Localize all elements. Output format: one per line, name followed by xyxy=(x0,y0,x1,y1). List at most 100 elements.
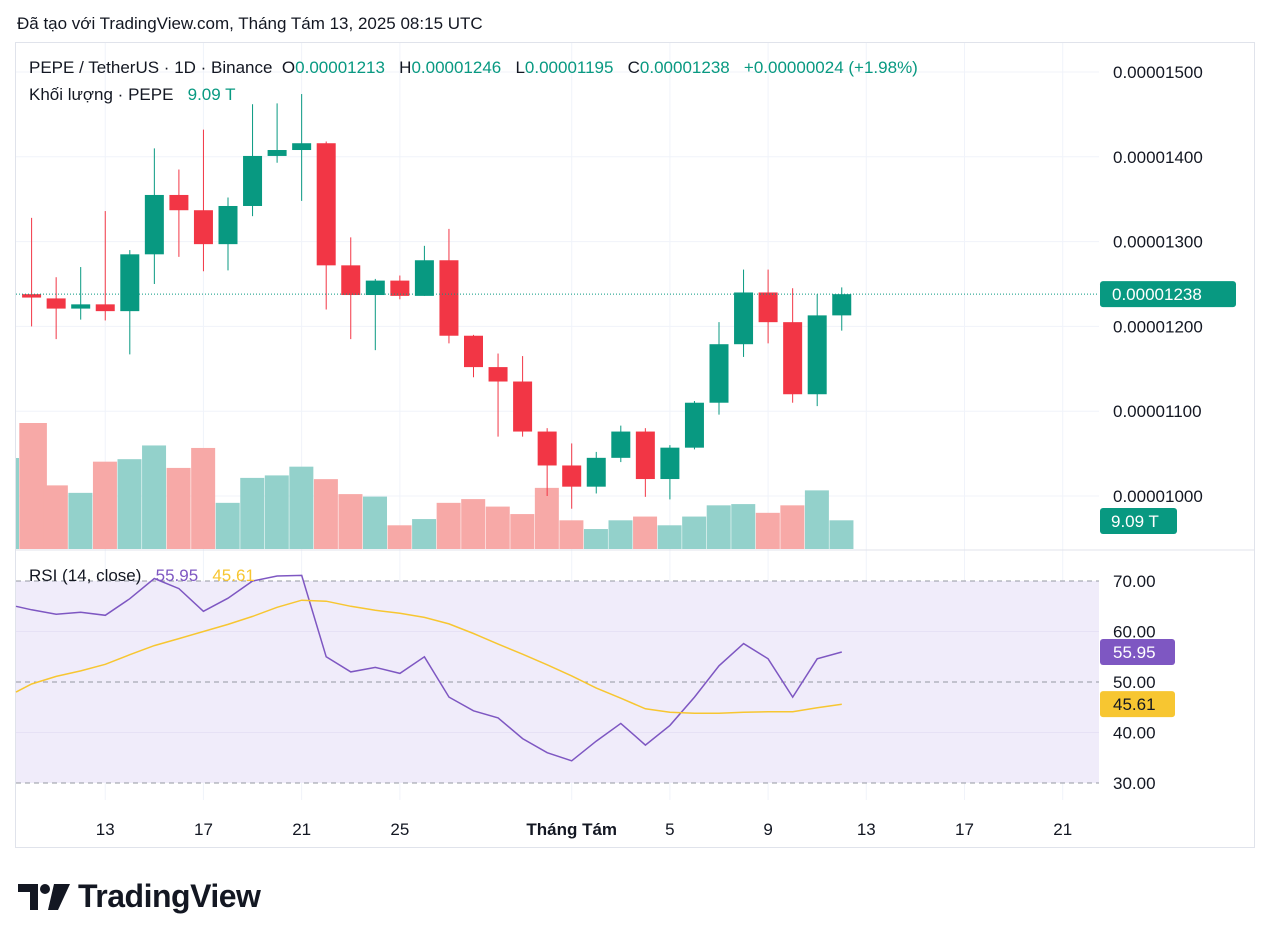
rsi-ma-line xyxy=(15,599,842,715)
rsi-legend: RSI (14, close) 55.95 45.61 xyxy=(29,566,255,586)
volume-bar xyxy=(559,520,584,549)
rsi-badge-text: 55.95 xyxy=(1113,643,1156,662)
candle-body xyxy=(783,322,803,395)
volume-bar xyxy=(682,516,707,549)
candle-body xyxy=(120,254,140,312)
rsi-tick-label: 60.00 xyxy=(1113,623,1156,642)
time-tick-label: 13 xyxy=(857,820,876,839)
low-value: 0.00001195 xyxy=(524,58,614,77)
candle-body xyxy=(734,292,754,345)
last-price-badge-text: 0.00001238 xyxy=(1112,285,1202,304)
volume-bar xyxy=(780,505,805,549)
main-legend: PEPE / TetherUS · 1D · Binance O0.000012… xyxy=(29,58,918,78)
time-tick-label: 21 xyxy=(292,820,311,839)
volume-bar xyxy=(412,519,437,549)
volume-bar xyxy=(142,445,167,549)
candle-body xyxy=(513,381,533,432)
candle-body xyxy=(635,431,655,480)
rsi-tick-label: 70.00 xyxy=(1113,572,1156,591)
volume-bar xyxy=(117,459,142,549)
volume-legend: Khối lượng · PEPE 9.09 T xyxy=(29,85,236,105)
candle-body xyxy=(22,294,42,298)
volume-bar xyxy=(43,485,68,549)
volume-bar xyxy=(92,461,117,549)
volume-bar xyxy=(289,466,314,549)
volume-label[interactable]: Khối lượng · PEPE xyxy=(29,85,174,104)
symbol-label[interactable]: PEPE / TetherUS · 1D · Binance xyxy=(29,58,273,77)
time-tick-label: 17 xyxy=(955,820,974,839)
candle-body xyxy=(316,143,336,266)
volume-bar xyxy=(534,487,559,549)
volume-bar xyxy=(657,525,682,549)
volume-bar xyxy=(264,475,289,549)
tradingview-logo-icon xyxy=(18,883,70,910)
open-value: 0.00001213 xyxy=(295,58,385,77)
volume-bar xyxy=(510,514,535,549)
high-label: H xyxy=(399,58,412,77)
close-value: 0.00001238 xyxy=(639,58,730,77)
volume-bar xyxy=(583,529,608,549)
volume-bar xyxy=(731,504,756,549)
price-tick-label: 0.00001100 xyxy=(1113,402,1202,421)
rsi-badge xyxy=(1100,638,1175,665)
candle-body xyxy=(488,367,508,382)
candles xyxy=(22,94,852,509)
volume-bar xyxy=(387,525,412,549)
rsi-value: 55.95 xyxy=(155,566,199,585)
time-tick-label: 5 xyxy=(665,820,674,839)
candle-body xyxy=(71,304,91,309)
candle-body xyxy=(243,155,263,206)
rsi-pane xyxy=(15,574,1099,784)
volume-bar xyxy=(829,520,854,549)
rsi-ma-value: 45.61 xyxy=(212,566,255,585)
volume-bar xyxy=(461,499,486,549)
last-price-badge xyxy=(1100,281,1236,308)
rsi-ma-badge-text: 45.61 xyxy=(1113,695,1156,714)
time-tick-label: 21 xyxy=(1053,820,1072,839)
time-tick-label: Tháng Tám xyxy=(526,820,617,839)
candle-body xyxy=(169,194,189,211)
price-tick-label: 0.00001400 xyxy=(1113,148,1203,167)
candle-body xyxy=(439,260,459,336)
candle-body xyxy=(684,402,704,448)
volume-bar xyxy=(363,496,387,549)
volume-badge-text: 9.09 T xyxy=(1111,512,1159,531)
candle-body xyxy=(537,431,557,466)
rsi-tick-label: 30.00 xyxy=(1113,774,1156,793)
chart-frame xyxy=(15,42,1255,848)
candle-body xyxy=(758,292,778,323)
volume-bars xyxy=(16,423,854,549)
volume-bar xyxy=(215,502,240,549)
volume-bar xyxy=(68,492,93,549)
candle-body xyxy=(365,280,385,296)
volume-badge xyxy=(1100,508,1177,534)
tradingview-logo-text: TradingView xyxy=(78,878,261,914)
candle-body xyxy=(807,315,827,395)
candle-body xyxy=(341,265,361,296)
rsi-label[interactable]: RSI (14, close) xyxy=(29,566,142,585)
change-value: +0.00000024 (+1.98%) xyxy=(743,58,918,77)
volume-bar xyxy=(191,447,216,549)
time-tick-label: 17 xyxy=(194,820,213,839)
tradingview-logo[interactable]: TradingView xyxy=(18,878,261,915)
time-tick-label: 13 xyxy=(96,820,115,839)
price-tick-label: 0.00001200 xyxy=(1113,317,1203,336)
candle-body xyxy=(414,260,434,296)
volume-value: 9.09 T xyxy=(187,85,236,104)
candle-body xyxy=(292,143,312,151)
candle-body xyxy=(709,344,729,403)
rsi-ma-badge xyxy=(1100,691,1175,718)
volume-bar xyxy=(19,423,47,549)
candle-body xyxy=(464,335,483,368)
rsi-tick-label: 50.00 xyxy=(1113,673,1156,692)
volume-bar xyxy=(485,506,510,549)
volume-bar xyxy=(240,477,265,549)
volume-bar xyxy=(436,502,461,549)
candle-body xyxy=(95,304,115,312)
candle-body xyxy=(218,205,238,245)
candle-body xyxy=(611,431,631,458)
candle-body xyxy=(193,210,213,245)
low-label: L xyxy=(515,58,525,77)
time-tick-label: 9 xyxy=(763,820,772,839)
chart-canvas[interactable]: 0.00001238 0.00001500 0.00001400 0.00001300… xyxy=(0,0,1271,870)
